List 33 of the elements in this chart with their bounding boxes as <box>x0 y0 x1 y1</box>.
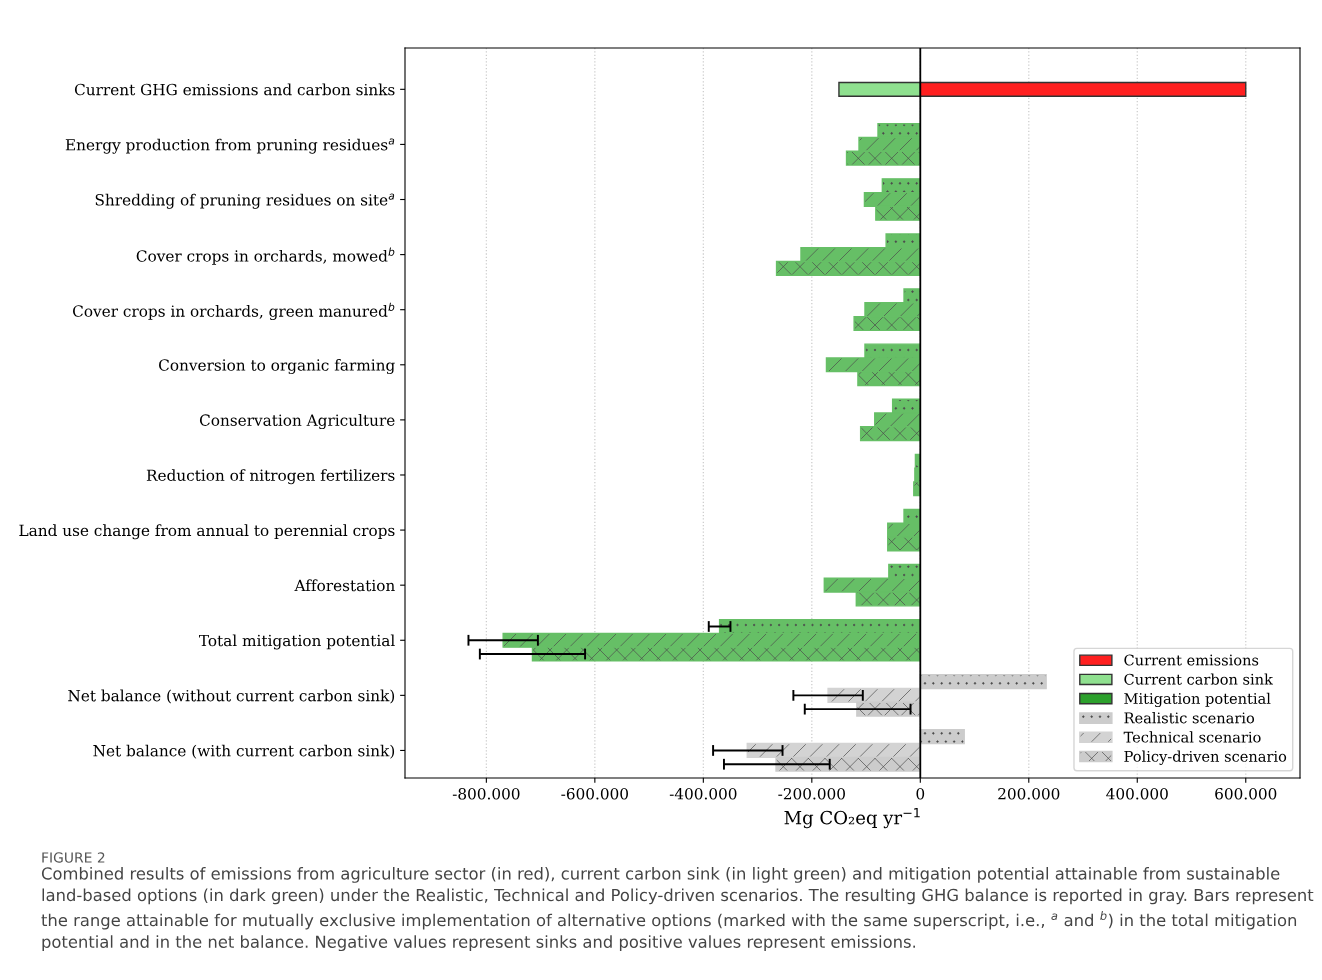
legend-label: Current emissions <box>1124 654 1259 666</box>
y-tick-label: Shredding of pruning residues on site$^{a}$ <box>95 193 395 209</box>
x-tick-label: 600.000 <box>1215 787 1277 800</box>
bar <box>919 729 965 745</box>
y-tick-label: Total mitigation potential <box>199 634 395 650</box>
bar <box>838 81 921 97</box>
y-tick-label: Reduction of nitrogen fertilizers <box>146 469 395 485</box>
y-tick-label: Land use change from annual to perennial crops <box>19 524 395 540</box>
y-tick-label: Cover crops in orchards, mowed$^{b}$ <box>136 247 395 265</box>
x-tick-label: 200.000 <box>998 787 1060 800</box>
x-tick-label: -200.000 <box>778 787 845 800</box>
legend-label: Policy-driven scenario <box>1124 750 1287 765</box>
x-tick-label: 400.000 <box>1106 787 1168 800</box>
x-tick-label: -600.000 <box>561 787 628 800</box>
legend-label: Current carbon sink <box>1124 673 1274 685</box>
bar <box>919 81 1247 97</box>
x-tick-label: 0 <box>916 787 925 800</box>
x-tick-label: -400.000 <box>669 787 737 800</box>
y-tick-label: Net balance (with current carbon sink) <box>93 744 395 759</box>
legend-label: Mitigation potential <box>1124 692 1271 708</box>
x-tick-label: -800.000 <box>452 787 520 800</box>
x-axis-title: Mg CO₂eq yr$^{−1}$ <box>784 808 920 829</box>
caption: FIGURE 2 <box>42 852 105 863</box>
y-tick-label: Conservation Agriculture <box>199 414 395 430</box>
y-tick-label: Current GHG emissions and carbon sinks <box>74 83 395 96</box>
text: Combined results of emissions from agriculture sector (in red), current carbon sink (in light green) and mitigation potential attainable from sustainable land-based options (in dark green) under the Realistic, Technical and Policy-driven scenarios. The resulting GHG balance is reported in gray. Bars represent the range attainable for mutually exclusive implementation of alternative options (marked with the same superscript, i.e., $^{a}$ and $^{b}$) in the total mitigation potential and in the net balance. Negative values represent sinks and positive values represent emissions. <box>41 867 1314 952</box>
legend-label: Technical scenario <box>1123 731 1261 743</box>
y-tick-label: Cover crops in orchards, green manured$^{b}$ <box>73 302 395 321</box>
y-tick-label: Net balance (without current carbon sink) <box>68 689 395 704</box>
legend-label: Realistic scenario <box>1124 712 1255 724</box>
y-tick-label: Conversion to organic farming <box>159 358 395 374</box>
y-tick-label: Energy production from pruning residues$^{a}$ <box>65 138 395 154</box>
y-tick-label: Afforestation <box>294 579 395 592</box>
